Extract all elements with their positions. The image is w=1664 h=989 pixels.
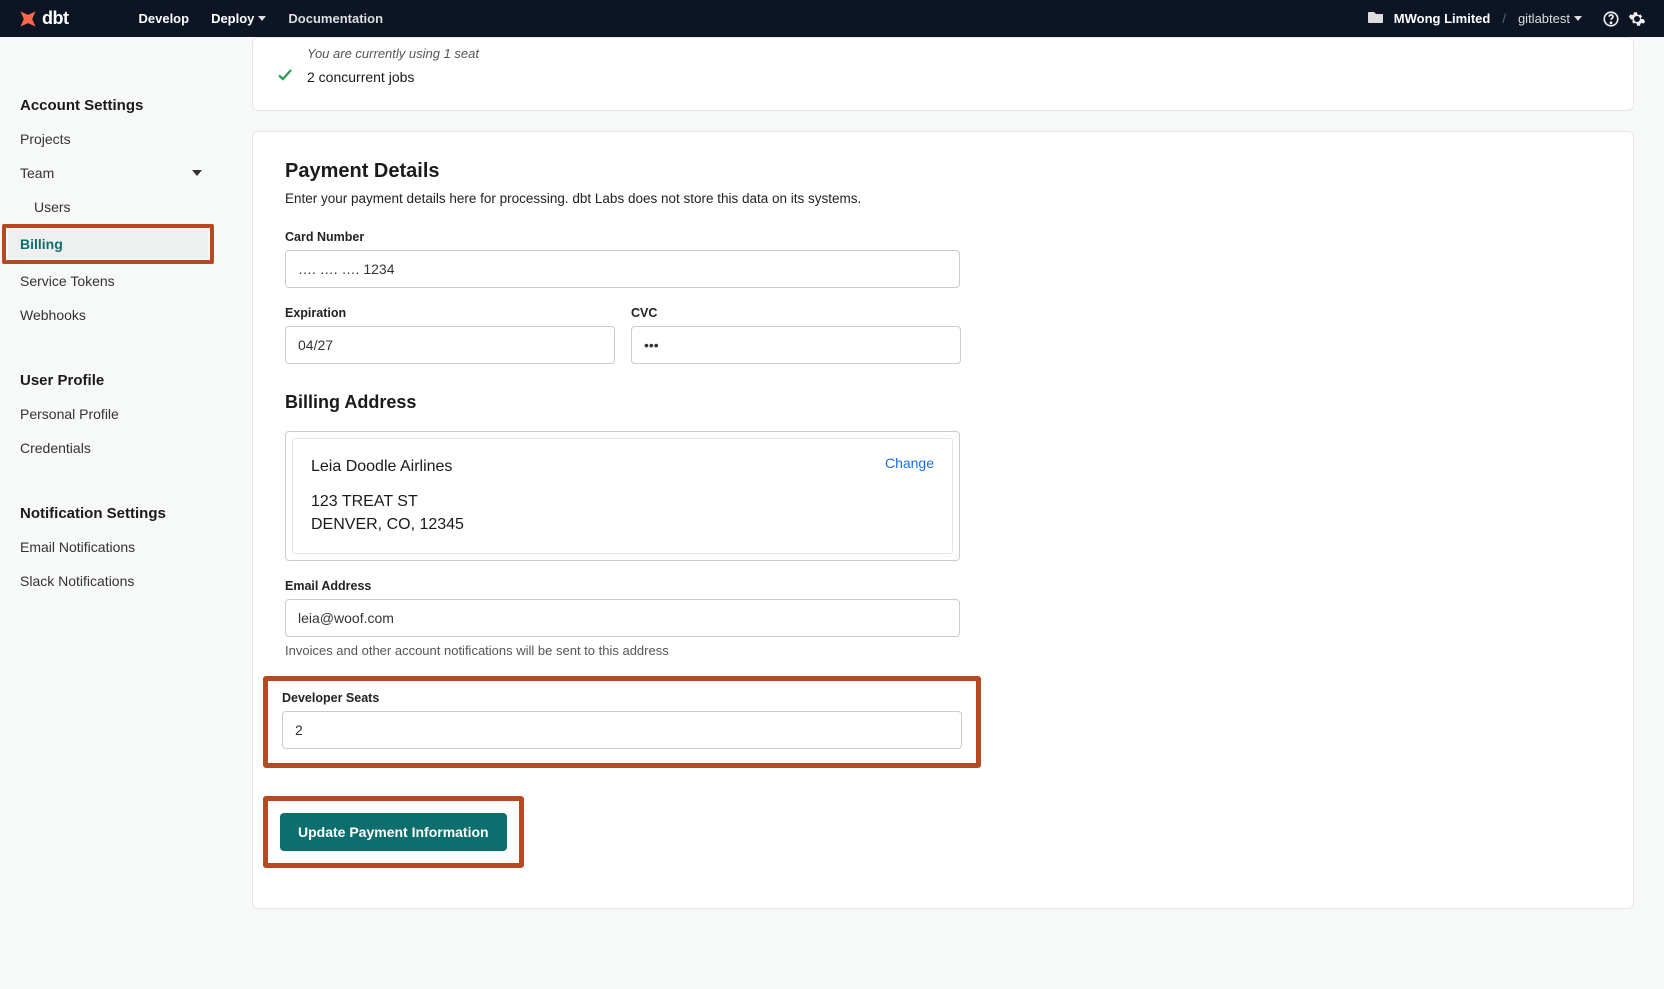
sidebar-item-webhooks[interactable]: Webhooks	[0, 298, 222, 332]
folder-icon	[1368, 10, 1384, 27]
seats-label: Developer Seats	[282, 691, 962, 705]
chevron-down-icon	[192, 170, 202, 176]
gear-icon[interactable]	[1628, 10, 1646, 28]
highlight-billing: Billing	[2, 224, 214, 264]
email-input[interactable]	[285, 599, 960, 637]
expiration-input[interactable]	[285, 326, 615, 364]
topnav-right: MWong Limited / gitlabtest	[1368, 10, 1646, 28]
highlight-developer-seats: Developer Seats	[263, 676, 981, 768]
address-name: Leia Doodle Airlines	[311, 455, 464, 478]
card-number-input[interactable]	[285, 250, 960, 288]
sidebar-item-projects[interactable]: Projects	[0, 122, 222, 156]
sidebar-section-profile: User Profile	[0, 332, 222, 397]
cvc-label: CVC	[631, 306, 961, 320]
billing-address-box: Leia Doodle Airlines 123 TREAT ST DENVER…	[285, 431, 960, 561]
main-content: You are currently using 1 seat 2 concurr…	[222, 37, 1664, 989]
sidebar-item-personal-profile[interactable]: Personal Profile	[0, 397, 222, 431]
top-nav: dbt Develop Deploy Documentation MWong L…	[0, 0, 1664, 37]
update-payment-button[interactable]: Update Payment Information	[280, 813, 507, 851]
highlight-update-button: Update Payment Information	[263, 796, 524, 868]
seat-note: You are currently using 1 seat	[277, 46, 1609, 61]
email-helper: Invoices and other account notifications…	[285, 643, 1601, 658]
nav-links: Develop Deploy Documentation	[138, 11, 383, 26]
help-icon[interactable]	[1602, 10, 1620, 28]
expiration-label: Expiration	[285, 306, 615, 320]
sidebar-item-billing[interactable]: Billing	[8, 230, 208, 258]
change-address-link[interactable]: Change	[885, 455, 934, 537]
sidebar-item-users[interactable]: Users	[0, 190, 222, 224]
email-label: Email Address	[285, 579, 1601, 593]
nav-deploy[interactable]: Deploy	[211, 11, 266, 26]
plan-row-concurrent: 2 concurrent jobs	[277, 61, 1609, 92]
address-street: 123 TREAT ST	[311, 490, 464, 513]
dbt-logo-icon	[18, 9, 38, 29]
payment-details-desc: Enter your payment details here for proc…	[285, 191, 1601, 206]
sidebar-section-notifications: Notification Settings	[0, 465, 222, 530]
expiration-group: Expiration	[285, 306, 615, 364]
billing-address-inner: Leia Doodle Airlines 123 TREAT ST DENVER…	[292, 438, 953, 554]
chevron-down-icon	[1574, 16, 1582, 21]
logo-text: dbt	[42, 8, 68, 29]
check-icon	[277, 67, 293, 86]
address-city-line: DENVER, CO, 12345	[311, 513, 464, 536]
sidebar-item-email-notifications[interactable]: Email Notifications	[0, 530, 222, 564]
plan-card: You are currently using 1 seat 2 concurr…	[252, 37, 1634, 111]
sidebar-item-credentials[interactable]: Credentials	[0, 431, 222, 465]
sidebar: Account Settings Projects Team Users Bil…	[0, 37, 222, 989]
logo[interactable]: dbt	[18, 8, 68, 29]
breadcrumb-sep: /	[1498, 11, 1510, 26]
sidebar-item-slack-notifications[interactable]: Slack Notifications	[0, 564, 222, 598]
billing-address-title: Billing Address	[285, 392, 1601, 413]
concurrent-jobs-label: 2 concurrent jobs	[307, 69, 414, 85]
cvc-input[interactable]	[631, 326, 961, 364]
card-number-group: Card Number	[285, 230, 1601, 288]
sidebar-item-team[interactable]: Team	[0, 156, 222, 190]
project-picker[interactable]: gitlabtest	[1518, 11, 1582, 26]
sidebar-section-account: Account Settings	[0, 57, 222, 122]
payment-details-card: Payment Details Enter your payment detai…	[252, 131, 1634, 909]
card-number-label: Card Number	[285, 230, 1601, 244]
payment-details-title: Payment Details	[285, 160, 1601, 183]
account-name[interactable]: MWong Limited	[1394, 11, 1491, 26]
email-group: Email Address Invoices and other account…	[285, 579, 1601, 658]
sidebar-item-service-tokens[interactable]: Service Tokens	[0, 264, 222, 298]
nav-develop[interactable]: Develop	[138, 11, 189, 26]
chevron-down-icon	[258, 16, 266, 21]
seats-input[interactable]	[282, 711, 962, 749]
address-lines: Leia Doodle Airlines 123 TREAT ST DENVER…	[311, 455, 464, 537]
nav-documentation[interactable]: Documentation	[288, 11, 383, 26]
cvc-group: CVC	[631, 306, 961, 364]
